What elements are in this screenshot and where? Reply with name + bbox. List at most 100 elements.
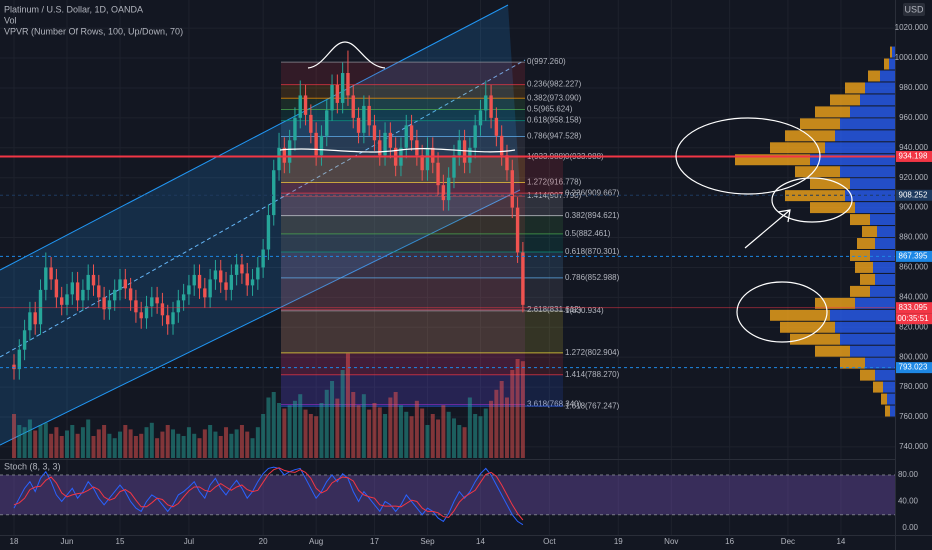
candle-body (219, 270, 223, 283)
candle-body (213, 270, 218, 280)
volume-bar (504, 397, 509, 458)
price-badge-label: 934.198 (899, 152, 928, 161)
volume-bar (261, 414, 266, 458)
volume-bar (319, 403, 324, 458)
candle-body (192, 274, 196, 286)
x-tick-label: 14 (836, 537, 845, 546)
y-tick-label: 760.000 (899, 412, 928, 421)
profile-up (892, 46, 895, 58)
candle-body (150, 297, 154, 307)
profile-down (815, 297, 855, 309)
candle-body (118, 279, 122, 290)
volume-bar (441, 405, 446, 458)
candle-body (54, 279, 59, 298)
fib-band (281, 352, 563, 375)
volume-bar (245, 431, 250, 458)
profile-up (880, 70, 895, 82)
candle-body (452, 155, 456, 178)
x-tick-label: Jun (61, 537, 74, 546)
volume-bar (361, 394, 366, 458)
profile-up (875, 273, 895, 285)
wave-line (279, 148, 516, 153)
currency[interactable]: USD (904, 4, 924, 14)
profile-up (887, 393, 895, 405)
profile-up (850, 106, 895, 118)
volume-bar (43, 422, 48, 458)
volume-bar (128, 429, 133, 458)
candle-body (181, 294, 186, 301)
fib-label: 0.236(982.227) (527, 80, 582, 89)
stoch-band (0, 475, 895, 515)
candle-body (272, 170, 276, 216)
circle (736, 281, 828, 343)
volume-bar (96, 429, 101, 458)
x-tick-label: Nov (664, 537, 678, 546)
volume-bar (38, 425, 43, 458)
volume-bar (22, 427, 27, 458)
volume-bar (155, 438, 160, 458)
price-badge-label: 833.095 (899, 303, 928, 312)
candle-body (287, 140, 292, 163)
volume-bar (404, 411, 409, 458)
x-tick-label: Dec (781, 537, 795, 546)
candle-body (446, 177, 451, 201)
candle-body (33, 312, 37, 325)
volume-bar (165, 425, 170, 458)
volume-bar (473, 414, 478, 458)
fib-label: 0.382(894.621) (565, 211, 620, 220)
countdown: 00:35:51 (897, 314, 929, 323)
annotations (279, 41, 853, 343)
candle-body (22, 330, 27, 350)
fib-label: 1.272(916.778) (527, 178, 582, 187)
volume-bar (17, 425, 22, 458)
candle-body (160, 303, 165, 316)
stoch-tick-label: 0.00 (902, 523, 918, 532)
candle-body (12, 364, 16, 370)
fib-label: 2.618(831.612) (527, 305, 582, 314)
volume-bar (462, 427, 467, 458)
volume-bar (314, 416, 319, 458)
profile-down (800, 118, 840, 130)
candle-body (250, 279, 255, 286)
profile-down (735, 154, 810, 166)
fib-band (281, 233, 563, 253)
candle-body (325, 110, 329, 136)
circle (771, 177, 853, 223)
circle (675, 117, 821, 195)
candle-body (166, 315, 170, 325)
candle-body (383, 132, 387, 156)
volume-bar (149, 422, 154, 458)
profile-up (865, 82, 895, 94)
candle-body (462, 140, 467, 163)
profile-up (850, 345, 895, 357)
fib-label: 0.382(973.090) (527, 93, 582, 102)
candle-body (224, 282, 228, 290)
fib-band (281, 182, 525, 196)
symbol-title: Platinum / U.S. Dollar, 1D, OANDA (4, 4, 143, 14)
candle-body (107, 300, 112, 310)
volume-bar (414, 400, 419, 458)
candle-body (468, 147, 472, 163)
price-axis (895, 0, 932, 550)
profile-up (860, 94, 895, 106)
currency-box[interactable] (903, 3, 925, 16)
x-tick-label: 15 (116, 537, 125, 546)
bell-curve (307, 41, 386, 69)
candle-body (139, 312, 143, 319)
profile-up (890, 405, 895, 417)
candle-body (203, 288, 207, 298)
profile-down (810, 202, 855, 214)
volume-bar (277, 403, 282, 458)
volume-bar (388, 397, 393, 458)
x-tick-label: 16 (725, 537, 734, 546)
fib-band (281, 310, 563, 353)
volume-bar (377, 407, 382, 458)
profile-down (815, 106, 850, 118)
fib-band (281, 109, 525, 121)
candle-body (356, 117, 361, 133)
volume-bar (457, 425, 462, 458)
fib-band (281, 98, 525, 110)
x-tick-label: 18 (10, 537, 19, 546)
fib-label: 0.786(947.528) (527, 132, 582, 141)
volume-bar (102, 425, 107, 458)
